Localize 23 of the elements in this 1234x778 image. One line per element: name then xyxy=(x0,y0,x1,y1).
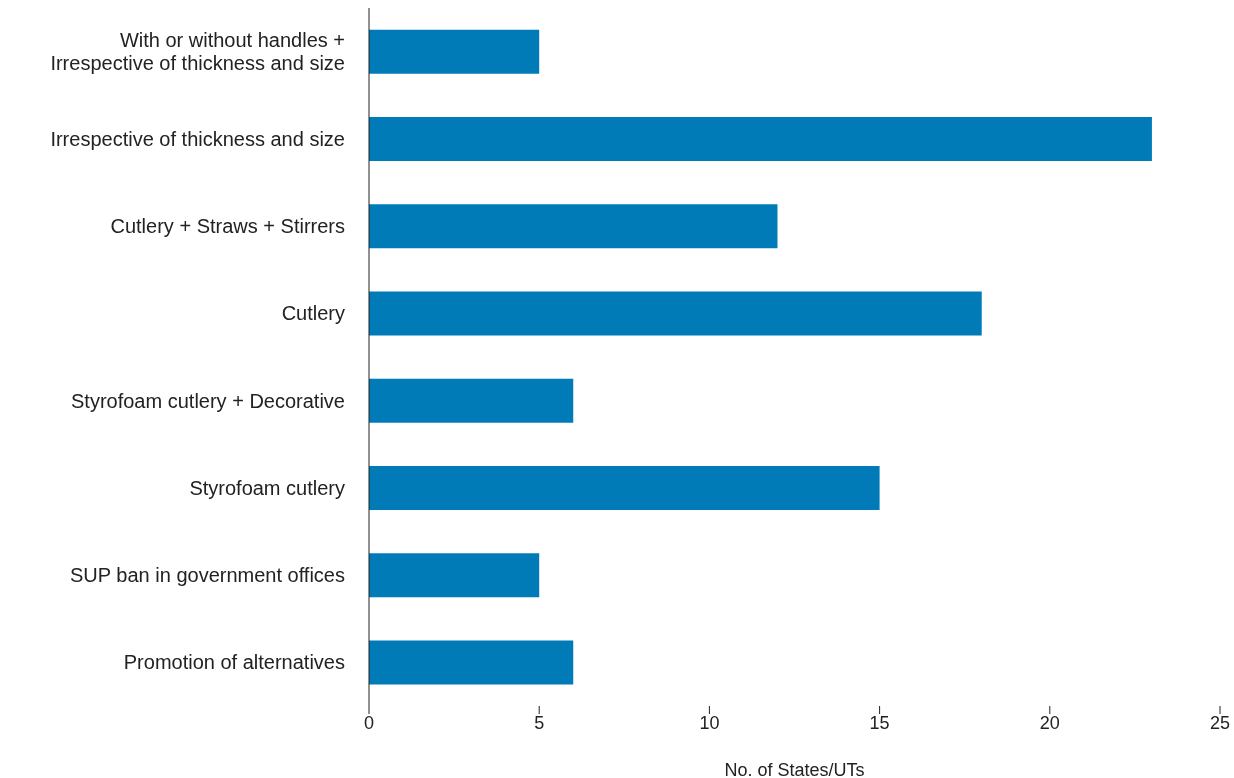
y-tick-label: Cutlery + Straws + Stirrers xyxy=(110,215,345,238)
x-tick-label: 5 xyxy=(534,712,545,733)
bar xyxy=(369,117,1152,162)
bar xyxy=(369,291,982,336)
x-axis-title: No. of States/UTs xyxy=(724,760,865,778)
y-tick-label: Irrespective of thickness and size xyxy=(50,127,345,150)
x-tick-label: 10 xyxy=(699,712,720,733)
bar xyxy=(369,553,540,598)
y-tick-label: Styrofoam cutlery xyxy=(189,476,345,499)
bar xyxy=(369,640,574,685)
x-tick-label: 0 xyxy=(363,712,375,733)
y-tick-label: Cutlery xyxy=(281,302,345,325)
bar xyxy=(369,466,880,511)
y-tick-label: With or without handles + Irrespective of thickness and size xyxy=(50,29,345,75)
bar xyxy=(369,378,574,423)
x-tick-label: 20 xyxy=(1039,712,1060,733)
x-tick-label: 25 xyxy=(1209,712,1231,733)
bar xyxy=(369,29,540,74)
y-tick-label: SUP ban in government offices xyxy=(70,564,345,587)
y-tick-label: Promotion of alternatives xyxy=(123,651,345,674)
x-tick-label: 15 xyxy=(869,712,890,733)
y-tick-label: Styrofoam cutlery + Decorative xyxy=(71,389,345,412)
bar xyxy=(369,204,778,249)
